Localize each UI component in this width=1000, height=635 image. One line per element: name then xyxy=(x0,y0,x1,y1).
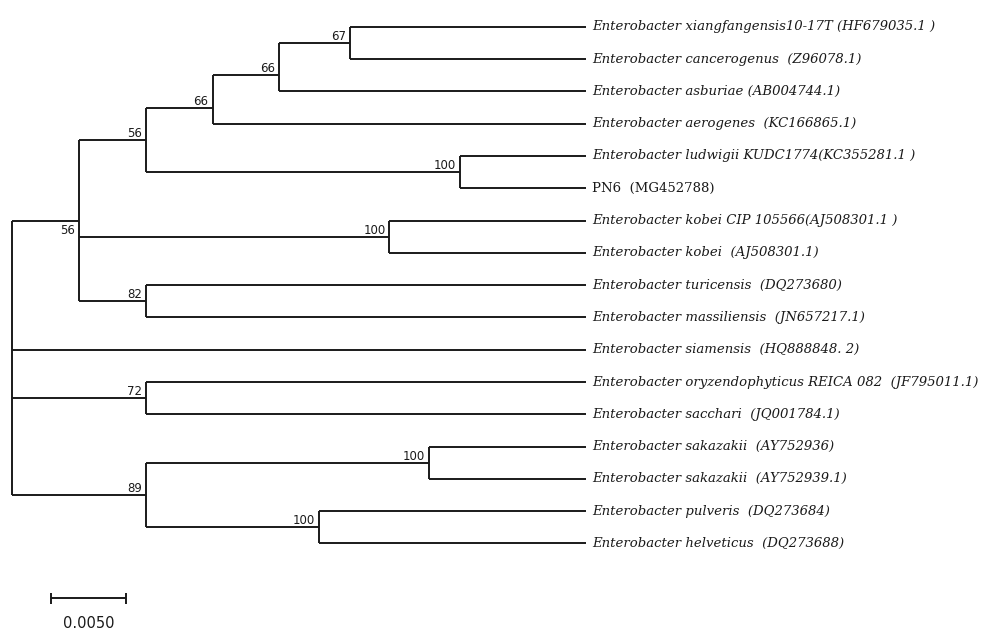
Text: Enterobacter siamensis  (HQ888848. 2): Enterobacter siamensis (HQ888848. 2) xyxy=(592,344,860,356)
Text: Enterobacter aerogenes  (KC166865.1): Enterobacter aerogenes (KC166865.1) xyxy=(592,117,857,130)
Text: 66: 66 xyxy=(260,62,275,75)
Text: 89: 89 xyxy=(127,482,142,495)
Text: Enterobacter pulveris  (DQ273684): Enterobacter pulveris (DQ273684) xyxy=(592,505,830,518)
Text: Enterobacter ludwigii KUDC1774(KC355281.1 ): Enterobacter ludwigii KUDC1774(KC355281.… xyxy=(592,149,916,163)
Text: Enterobacter asburiae (AB004744.1): Enterobacter asburiae (AB004744.1) xyxy=(592,85,840,98)
Text: Enterobacter sakazakii  (AY752939.1): Enterobacter sakazakii (AY752939.1) xyxy=(592,472,847,485)
Text: 67: 67 xyxy=(331,30,346,43)
Text: 66: 66 xyxy=(194,95,209,107)
Text: 100: 100 xyxy=(363,224,385,237)
Text: PN6  (MG452788): PN6 (MG452788) xyxy=(592,182,715,195)
Text: 100: 100 xyxy=(292,514,315,527)
Text: Enterobacter massiliensis  (JN657217.1): Enterobacter massiliensis (JN657217.1) xyxy=(592,311,865,324)
Text: Enterobacter oryzendophyticus REICA 082  (JF795011.1): Enterobacter oryzendophyticus REICA 082 … xyxy=(592,375,979,389)
Text: Enterobacter sacchari  (JQ001784.1): Enterobacter sacchari (JQ001784.1) xyxy=(592,408,840,421)
Text: Enterobacter kobei  (AJ508301.1): Enterobacter kobei (AJ508301.1) xyxy=(592,246,819,259)
Text: Enterobacter cancerogenus  (Z96078.1): Enterobacter cancerogenus (Z96078.1) xyxy=(592,53,862,65)
Text: 0.0050: 0.0050 xyxy=(63,616,114,631)
Text: 56: 56 xyxy=(60,224,75,237)
Text: 100: 100 xyxy=(434,159,456,172)
Text: Enterobacter helveticus  (DQ273688): Enterobacter helveticus (DQ273688) xyxy=(592,537,844,550)
Text: 56: 56 xyxy=(127,127,142,140)
Text: Enterobacter turicensis  (DQ273680): Enterobacter turicensis (DQ273680) xyxy=(592,279,842,291)
Text: Enterobacter kobei CIP 105566(AJ508301.1 ): Enterobacter kobei CIP 105566(AJ508301.1… xyxy=(592,214,898,227)
Text: Enterobacter xiangfangensis10-17T (HF679035.1 ): Enterobacter xiangfangensis10-17T (HF679… xyxy=(592,20,935,33)
Text: Enterobacter sakazakii  (AY752936): Enterobacter sakazakii (AY752936) xyxy=(592,440,834,453)
Text: 100: 100 xyxy=(403,450,425,463)
Text: 72: 72 xyxy=(127,385,142,398)
Text: 82: 82 xyxy=(127,288,142,301)
